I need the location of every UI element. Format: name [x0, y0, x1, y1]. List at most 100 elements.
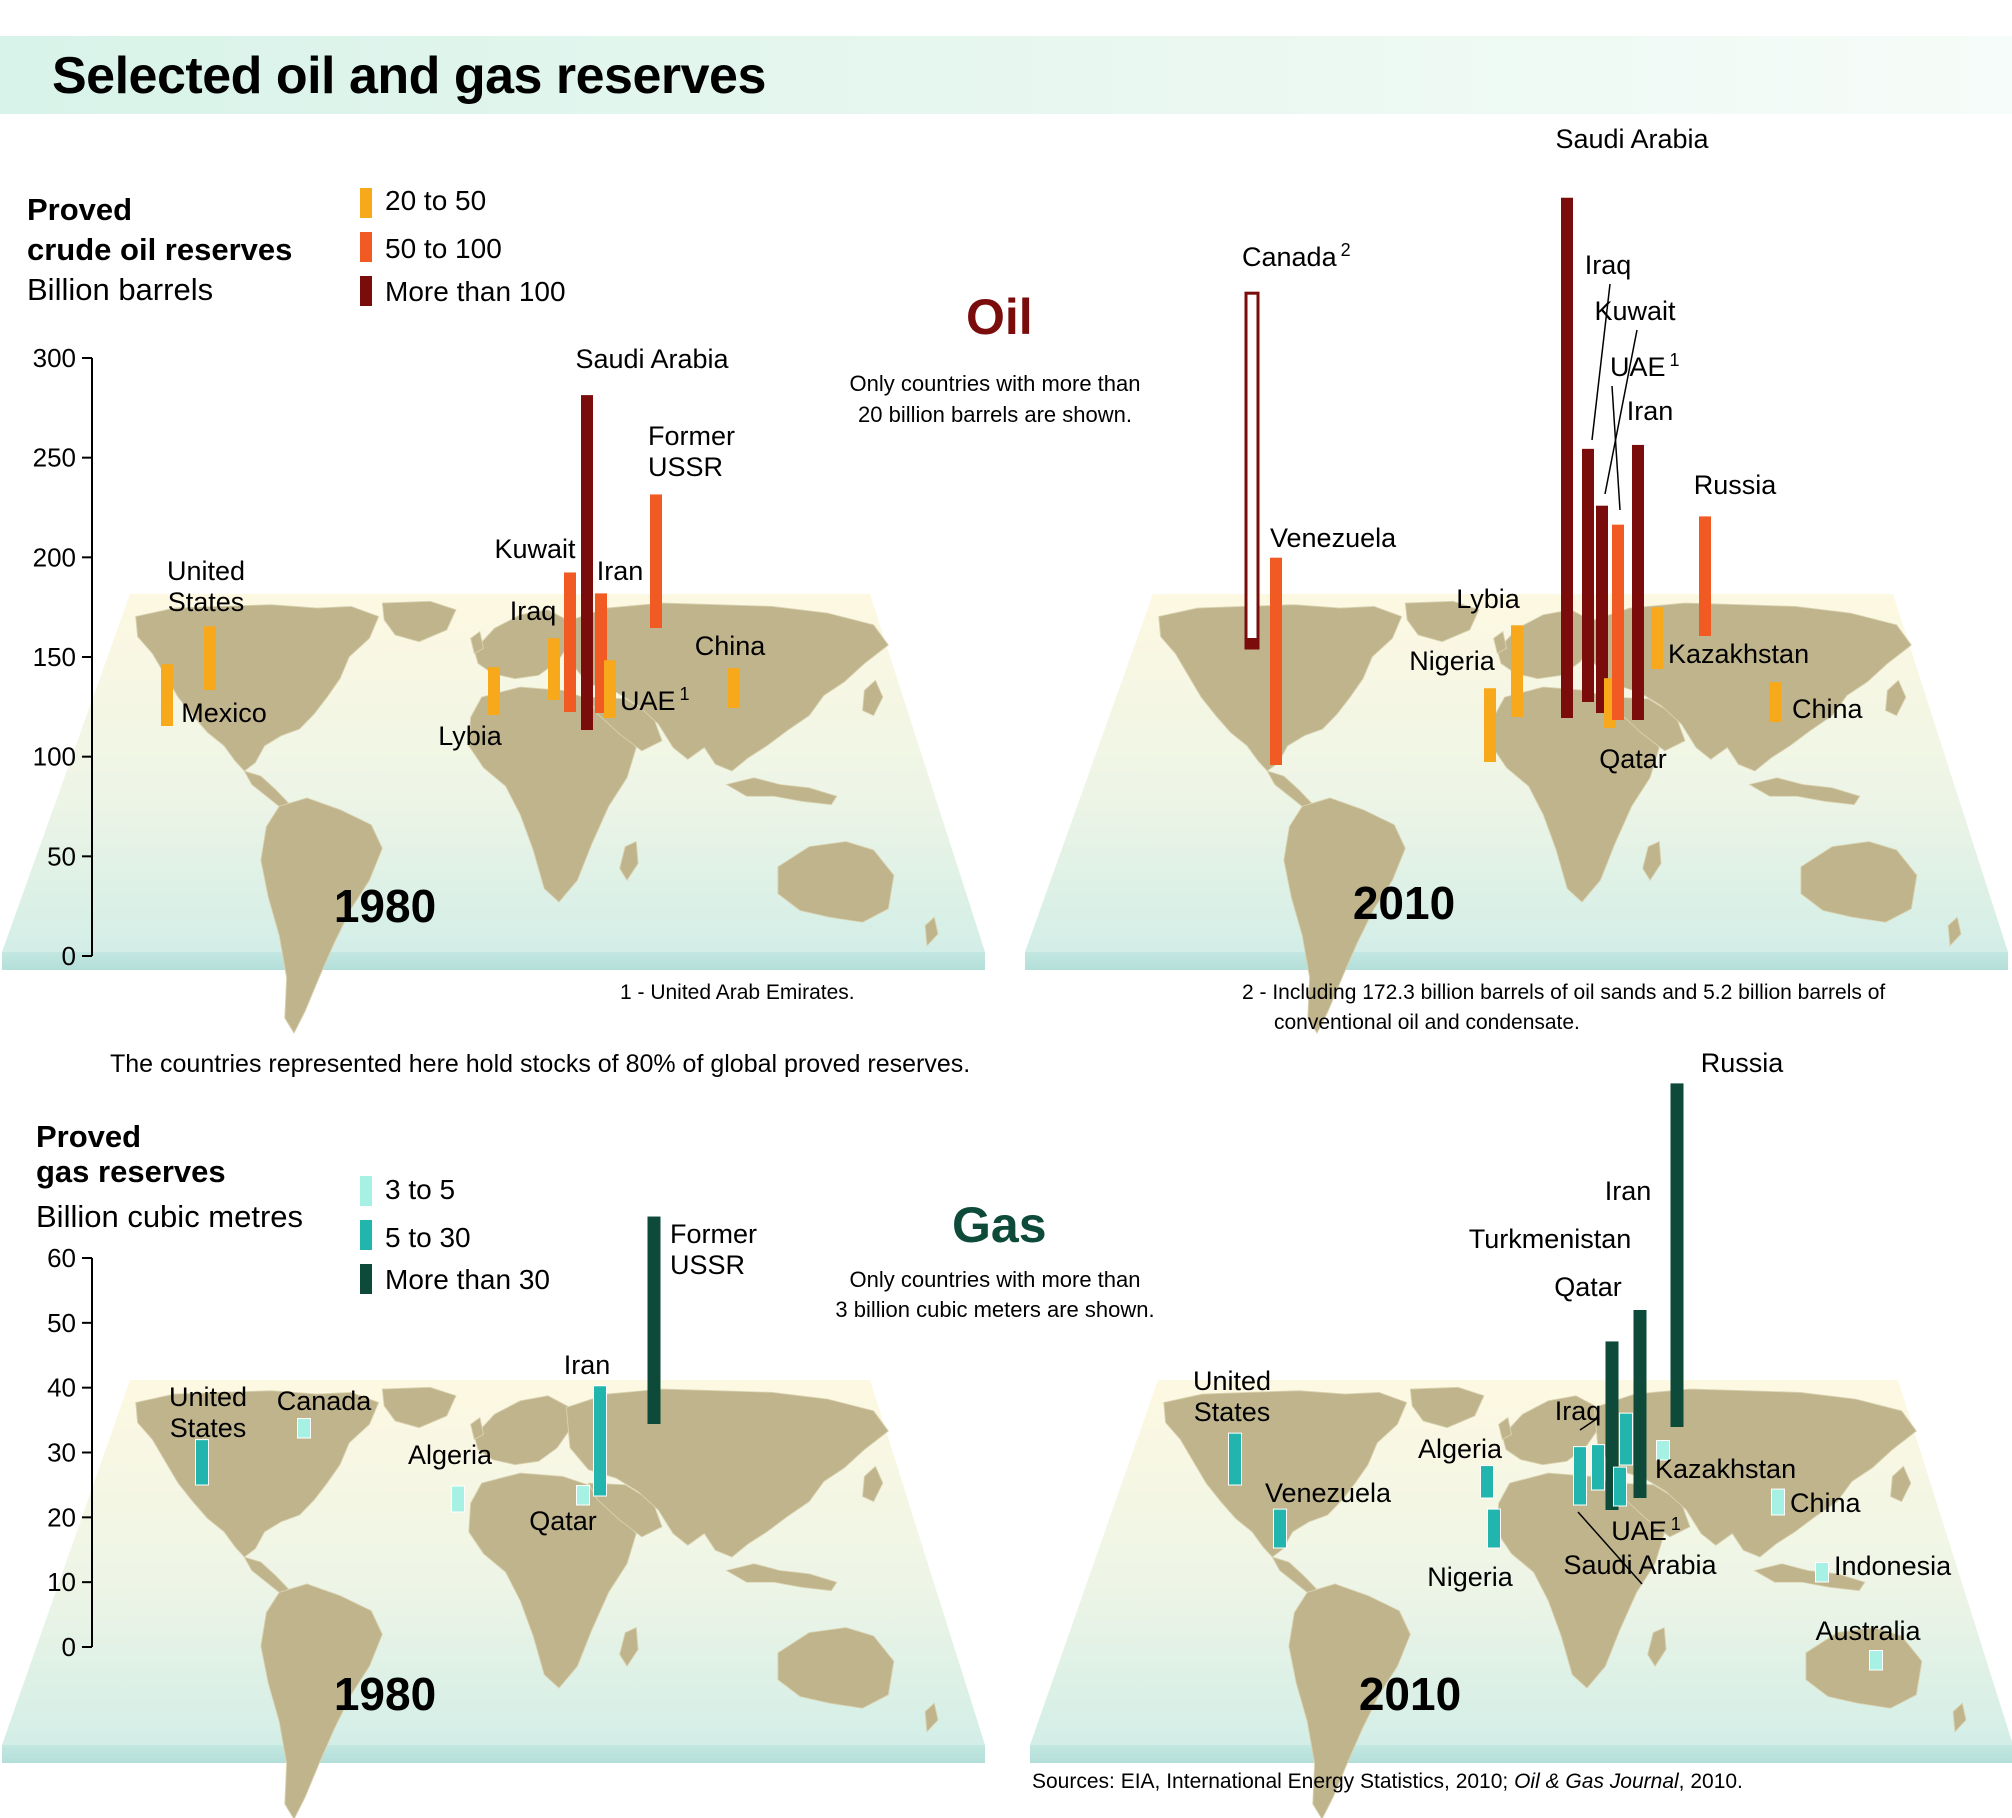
oil-1980-y-axis: 0 50 100 150 200 250 300 — [33, 343, 93, 971]
bar-china — [728, 668, 740, 708]
label-algeria: Algeria — [1418, 1434, 1503, 1464]
label-former-ussr: Former USSR — [670, 1219, 757, 1280]
oil-legend-title-line1: Proved — [27, 192, 133, 227]
label-iraq: Iraq — [1555, 1396, 1602, 1426]
label-canada: Canada — [277, 1386, 373, 1416]
bar-russia — [1670, 1083, 1684, 1427]
bar-uae — [1612, 524, 1624, 720]
bar-iran — [1633, 1309, 1647, 1498]
label-nigeria: Nigeria — [1409, 646, 1496, 676]
bar-china — [1769, 682, 1781, 722]
label-former-ussr: Former USSR — [648, 421, 735, 482]
oil-legend-swatch-high — [360, 276, 372, 306]
gas-legend-title-line1: Proved — [36, 1119, 142, 1154]
label-qatar: Qatar — [529, 1506, 597, 1536]
gas-legend-swatch-low — [360, 1176, 372, 1206]
label-venezuela: Venezuela — [1270, 523, 1397, 553]
oil-legend-label-high: More than 100 — [385, 276, 566, 307]
gas-1980-y-axis: 0 10 20 30 40 50 60 — [47, 1243, 93, 1662]
label-iran: Iran — [1605, 1176, 1652, 1206]
label-iraq: Iraq — [1585, 250, 1632, 280]
y-tick-label: 40 — [47, 1373, 76, 1403]
bar-kuwait — [1596, 505, 1608, 713]
leader-saudi-arabia — [1577, 1511, 1643, 1585]
label-united-states: United States — [1193, 1366, 1271, 1427]
gas-legend-label-high: More than 30 — [385, 1264, 550, 1295]
gas-2010-panel: 2010 United States Venezuela Algeria Nigeria I… — [1030, 1048, 2012, 1818]
label-saudi-arabia: Saudi Arabia — [575, 344, 729, 374]
label-kazakhstan: Kazakhstan — [1668, 639, 1809, 669]
page-title: Selected oil and gas reserves — [52, 47, 766, 105]
oil-1980-year-label: 1980 — [334, 880, 436, 932]
gas-legend-unit: Billion cubic metres — [36, 1199, 304, 1234]
bar-lybia — [1511, 625, 1523, 717]
bar-algeria — [451, 1485, 465, 1513]
leader-uae — [1611, 385, 1621, 511]
y-tick-label: 300 — [33, 343, 76, 373]
label-uae: UAE 1 — [1610, 350, 1680, 382]
label-australia: Australia — [1815, 1616, 1921, 1646]
label-uae: UAE 1 — [620, 684, 690, 716]
bar-venezuela — [1273, 1508, 1287, 1549]
label-iran: Iran — [564, 1350, 611, 1380]
y-tick-label: 30 — [47, 1438, 76, 1468]
bar-saudi-arabia — [1561, 197, 1573, 719]
oil-footnote-uae: 1 - United Arab Emirates. — [620, 981, 855, 1004]
bar-iran — [1632, 444, 1644, 720]
label-kazakhstan: Kazakhstan — [1655, 1454, 1796, 1484]
oil-note-line1: Only countries with more than — [849, 371, 1141, 396]
bar-algeria — [1480, 1465, 1494, 1499]
leader-kuwait — [1604, 329, 1638, 495]
sources-journal: Oil & Gas Journal — [1514, 1770, 1679, 1793]
bar-russia — [1699, 516, 1711, 636]
y-tick-label: 250 — [33, 443, 76, 473]
bar-canada-base — [1246, 638, 1258, 648]
label-venezuela: Venezuela — [1265, 1478, 1392, 1508]
bar-australia — [1869, 1650, 1883, 1671]
bar-kazakhstan — [1651, 607, 1663, 669]
gas-legend-label-mid: 5 to 30 — [385, 1222, 471, 1253]
y-tick-label: 50 — [47, 841, 76, 871]
label-lybia: Lybia — [438, 721, 503, 751]
label-kuwait: Kuwait — [494, 534, 576, 564]
oil-footnote-canada-line2: conventional oil and condensate. — [1274, 1011, 1580, 1034]
y-tick-label: 0 — [62, 1632, 76, 1662]
bar-nigeria — [1487, 1508, 1501, 1549]
oil-note-line2: 20 billion barrels are shown. — [858, 402, 1132, 427]
label-iraq: Iraq — [510, 596, 557, 626]
bar-turkmenistan — [1619, 1412, 1633, 1466]
label-kuwait: Kuwait — [1594, 296, 1676, 326]
leader-iraq — [1579, 1417, 1599, 1431]
bar-kazakhstan — [1656, 1440, 1670, 1461]
bar-venezuela — [1270, 557, 1282, 765]
label-united-states: United States — [169, 1382, 247, 1443]
gas-1980-panel: 0 10 20 30 40 50 60 1980 United States Canada Alger… — [2, 1216, 985, 1818]
y-tick-label: 100 — [33, 742, 76, 772]
bar-united-states — [1228, 1432, 1242, 1486]
gas-legend-title-line2: gas reserves — [36, 1154, 226, 1189]
gas-2010-year-label: 2010 — [1359, 1668, 1461, 1720]
bar-iran — [593, 1385, 607, 1497]
bar-nigeria — [1484, 688, 1496, 762]
oil-2010-year-label: 2010 — [1353, 877, 1455, 929]
sources-prefix: Sources: EIA, International Energy Stati… — [1032, 1770, 1515, 1793]
label-russia: Russia — [1701, 1048, 1785, 1078]
label-qatar: Qatar — [1599, 744, 1667, 774]
oil-legend-label-low: 20 to 50 — [385, 185, 487, 216]
oil-2010-panel: 2010 Canada 2 Venezuela Nigeria Lybia Saudi Ar… — [1025, 124, 2008, 1034]
gas-note-line2: 3 billion cubic meters are shown. — [835, 1297, 1155, 1322]
bar-kuwait — [564, 572, 576, 712]
y-tick-label: 50 — [47, 1308, 76, 1338]
label-china: China — [1792, 694, 1864, 724]
oil-legend-swatch-mid — [360, 232, 372, 262]
gas-legend-label-low: 3 to 5 — [385, 1174, 456, 1205]
y-tick-label: 10 — [47, 1567, 76, 1597]
bar-indonesia — [1815, 1562, 1829, 1583]
y-tick-label: 20 — [47, 1502, 76, 1532]
oil-legend-swatch-low — [360, 188, 372, 218]
sources: Sources: EIA, International Energy Stati… — [1032, 1767, 1743, 1797]
oil-legend-title-line2: crude oil reserves — [27, 232, 293, 267]
label-indonesia: Indonesia — [1834, 1551, 1952, 1581]
bar-united-states — [204, 626, 216, 690]
